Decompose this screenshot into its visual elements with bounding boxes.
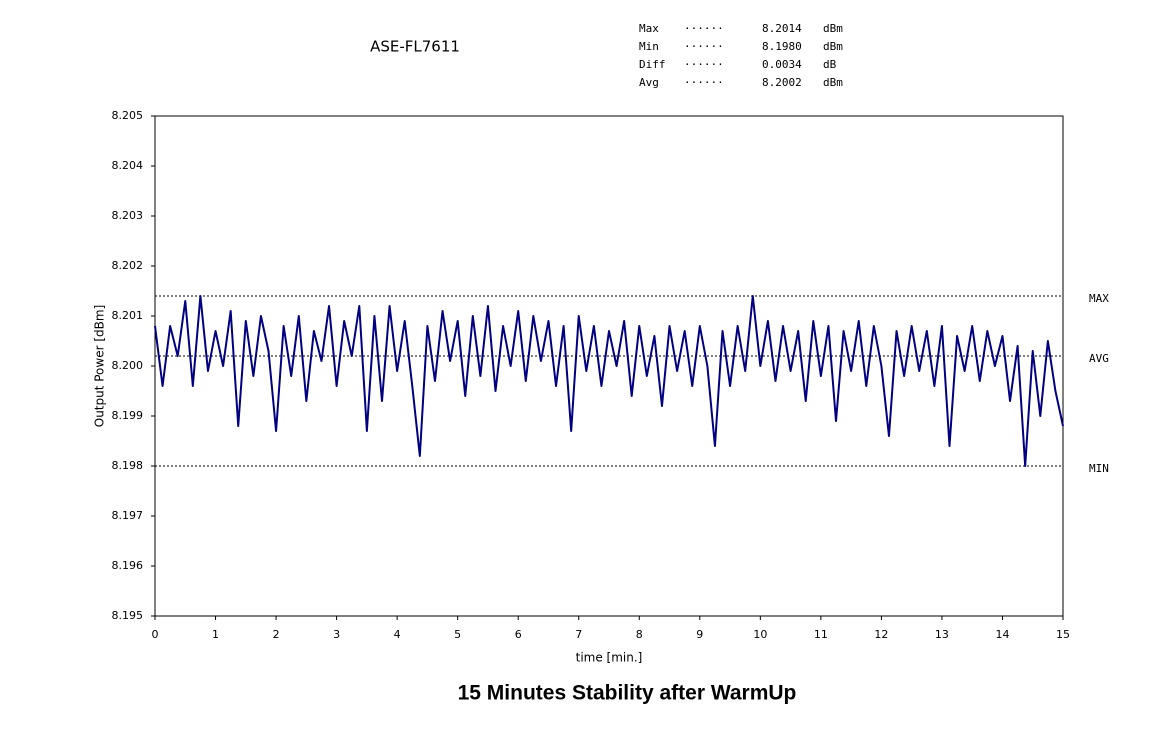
y-tick-label: 8.200 [112, 359, 144, 372]
stat-value: 8.1980 [762, 40, 802, 53]
stat-unit: dBm [823, 40, 843, 53]
y-tick-label: 8.195 [112, 609, 144, 622]
stat-unit: dBm [823, 76, 843, 89]
chart-title: ASE-FL7611 [370, 38, 460, 56]
y-tick-label: 8.197 [112, 509, 144, 522]
stat-value: 8.2002 [762, 76, 802, 89]
x-tick-label: 14 [995, 628, 1009, 641]
stat-unit: dB [823, 58, 837, 71]
x-tick-label: 1 [212, 628, 219, 641]
y-tick-label: 8.204 [112, 159, 144, 172]
y-tick-label: 8.196 [112, 559, 144, 572]
x-tick-label: 13 [935, 628, 949, 641]
x-tick-label: 10 [753, 628, 767, 641]
y-tick-label: 8.198 [112, 459, 144, 472]
x-tick-label: 8 [636, 628, 643, 641]
x-tick-label: 12 [874, 628, 888, 641]
stat-name: Max [639, 22, 659, 35]
x-axis-label: time [min.] [576, 651, 643, 665]
stat-dots: ······ [684, 76, 724, 89]
x-tick-label: 6 [515, 628, 522, 641]
caption: 15 Minutes Stability after WarmUp [458, 682, 797, 705]
reference-label: MIN [1089, 462, 1109, 475]
stat-value: 8.2014 [762, 22, 802, 35]
stat-dots: ······ [684, 22, 724, 35]
reference-label: AVG [1089, 352, 1109, 365]
stat-dots: ······ [684, 40, 724, 53]
stat-name: Diff [639, 58, 666, 71]
y-tick-label: 8.201 [112, 309, 144, 322]
x-tick-label: 11 [814, 628, 828, 641]
stat-name: Min [639, 40, 659, 53]
x-tick-label: 3 [333, 628, 340, 641]
y-tick-label: 8.202 [112, 259, 144, 272]
stat-dots: ······ [684, 58, 724, 71]
x-tick-label: 15 [1056, 628, 1070, 641]
stat-value: 0.0034 [762, 58, 802, 71]
y-tick-label: 8.203 [112, 209, 144, 222]
x-tick-label: 7 [575, 628, 582, 641]
x-tick-label: 2 [273, 628, 280, 641]
stat-name: Avg [639, 76, 659, 89]
x-tick-label: 0 [152, 628, 159, 641]
stat-unit: dBm [823, 22, 843, 35]
data-line [154, 295, 1064, 467]
y-tick-label: 8.205 [112, 109, 144, 122]
reference-label: MAX [1089, 292, 1109, 305]
y-tick-label: 8.199 [112, 409, 144, 422]
y-axis-label: Output Power [dBm] [93, 305, 107, 428]
x-tick-label: 9 [696, 628, 703, 641]
x-tick-label: 5 [454, 628, 461, 641]
x-tick-label: 4 [394, 628, 401, 641]
